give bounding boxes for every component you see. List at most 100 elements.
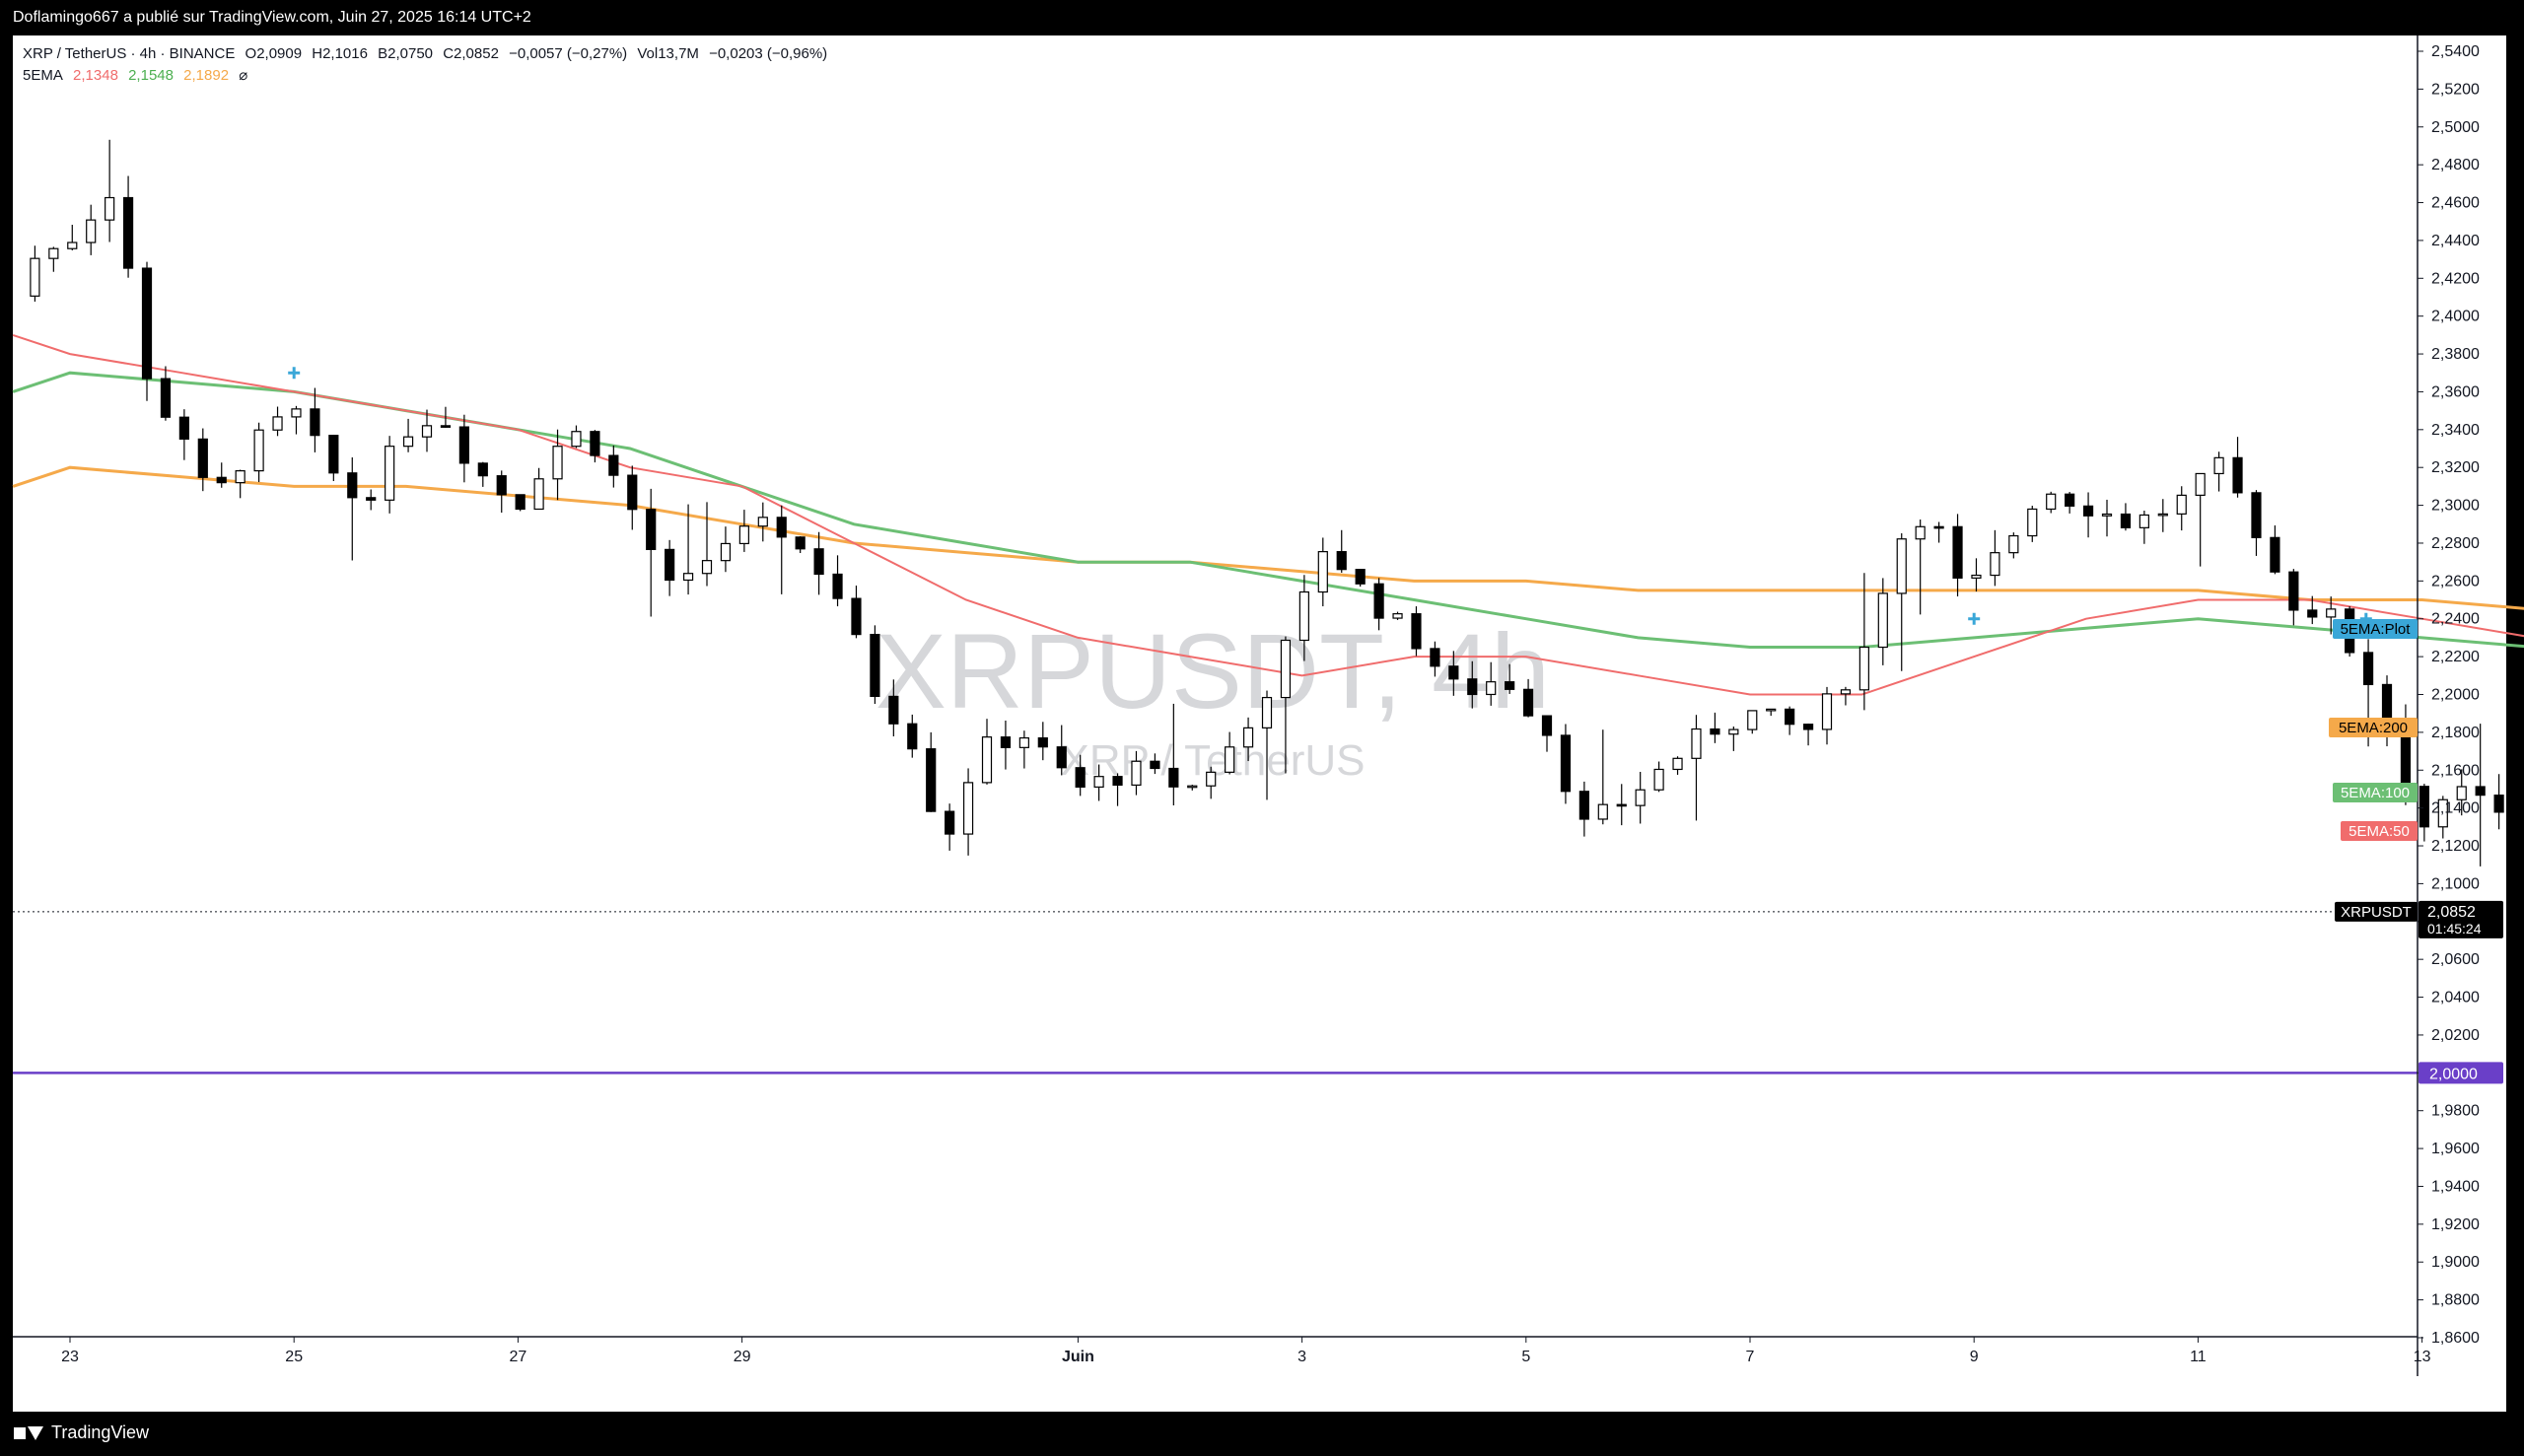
candle-body	[1037, 736, 1048, 748]
candle-body	[2065, 493, 2075, 507]
candle-body	[1448, 665, 1459, 680]
candle-body	[1691, 728, 1702, 759]
candle-body	[1336, 551, 1347, 571]
time-tick-label: 5	[1521, 1349, 1530, 1365]
candle-body	[1298, 590, 1309, 642]
candle-body	[926, 748, 937, 812]
level-line[interactable]	[13, 911, 2418, 1075]
candle-body	[1933, 525, 1944, 529]
tag-symbol-bg	[2335, 901, 2418, 922]
chart-legend: XRP / TetherUS · 4h · BINANCE O2,0909 H2…	[23, 43, 833, 87]
price-tick-label: 2,5200	[2431, 81, 2480, 98]
candle-body	[1018, 736, 1029, 748]
candle-body	[1168, 767, 1179, 788]
candle-body	[366, 497, 377, 501]
candle-body	[2176, 494, 2187, 515]
price-tag-bg	[2419, 900, 2503, 938]
candle-body	[1766, 708, 1777, 712]
candle-body	[945, 810, 955, 835]
candle-body	[851, 597, 862, 636]
price-tick-label: 2,1800	[2431, 725, 2480, 741]
candle-body	[870, 634, 880, 698]
tag-ema-plot: 5EMA:Plot	[2341, 621, 2412, 638]
candle-body	[2082, 505, 2094, 517]
candle-body	[533, 478, 544, 511]
candle-body	[1467, 678, 1478, 696]
hide-values-icon[interactable]: ⌀	[239, 67, 248, 84]
candle-body	[1000, 736, 1012, 748]
symbol-label[interactable]: XRP / TetherUS · 4h · BINANCE	[23, 45, 236, 62]
price-tick-label: 2,3200	[2431, 459, 2480, 476]
axis-tags: 5EMA:Plot 5EMA:200 5EMA:100 5EMA:50 XRPUSDT 2…	[2329, 619, 2503, 1084]
candle-body	[197, 438, 208, 478]
price-tick-label: 2,2000	[2431, 687, 2480, 704]
candle-body	[1187, 785, 1198, 789]
candle-body	[1355, 569, 1366, 585]
tradingview-logo-icon	[14, 1425, 43, 1441]
time-tick-label: 13	[2414, 1349, 2431, 1365]
candle-body	[627, 474, 638, 511]
candle-body	[477, 462, 488, 477]
price-tick-label: 2,5000	[2431, 119, 2480, 136]
candle-body	[1392, 613, 1403, 619]
price-tick-label: 1,8800	[2431, 1292, 2480, 1309]
candle-body	[235, 470, 245, 484]
candle-body	[2419, 786, 2429, 828]
candle-body	[1075, 767, 1086, 788]
plot-marker	[288, 367, 301, 380]
candle-body	[1261, 696, 1273, 728]
candle-body	[1541, 715, 1553, 736]
candle-body	[962, 782, 974, 835]
candle-body	[1896, 538, 1907, 594]
candle-body	[720, 542, 732, 562]
tag-ema50: 5EMA:50	[2349, 823, 2410, 840]
candle-body	[1597, 803, 1608, 820]
candle-body	[1206, 771, 1217, 787]
candle-body	[347, 472, 358, 499]
candle-body	[1653, 768, 1664, 791]
candles	[30, 139, 2523, 867]
low-value: B2,0750	[378, 45, 434, 62]
price-tick-label: 2,0600	[2431, 951, 2480, 968]
candle-body	[757, 517, 768, 527]
candle-body	[1952, 525, 1963, 579]
chart-frame[interactable]	[13, 35, 2506, 1412]
candle-body	[1373, 583, 1384, 619]
tag-countdown: 01:45:24	[2427, 921, 2482, 936]
ema100-value: 2,1548	[128, 67, 174, 84]
candle-body	[1858, 646, 1869, 691]
candle-body	[1710, 728, 1720, 735]
candle-body	[888, 695, 899, 725]
candle-body	[402, 436, 414, 448]
candle-body	[1131, 760, 1142, 787]
candle-body	[385, 446, 395, 501]
candle-body	[141, 267, 153, 380]
candle-body	[665, 548, 675, 582]
price-tick-label: 2,4600	[2431, 195, 2480, 212]
plot-marker	[1968, 612, 1981, 625]
tag-ema200: 5EMA:200	[2339, 720, 2408, 736]
price-tick-label: 2,3000	[2431, 498, 2480, 515]
price-tick-label: 2,4200	[2431, 270, 2480, 287]
tradingview-logo[interactable]: TradingView	[14, 1422, 149, 1443]
volume-value: Vol13,7M	[637, 45, 699, 62]
ema200-line	[12, 465, 2524, 610]
candle-body	[1728, 728, 1739, 735]
candle-body	[2046, 493, 2057, 511]
candle-body	[2027, 508, 2038, 537]
candle-body	[2120, 513, 2132, 528]
ema50-line	[12, 333, 2524, 696]
candle-body	[1056, 746, 1067, 769]
price-tick-label: 2,2800	[2431, 535, 2480, 552]
price-tick-label: 1,9400	[2431, 1178, 2480, 1195]
price-tick-label: 1,8600	[2431, 1330, 2480, 1347]
candle-body	[907, 723, 918, 750]
candle-body	[2101, 513, 2113, 517]
ema-row[interactable]: 5EMA 2,1348 2,1548 2,1892 ⌀	[23, 65, 833, 87]
time-tick-label: 3	[1297, 1349, 1306, 1365]
price-tick-label: 2,3400	[2431, 422, 2480, 439]
candle-body	[1112, 776, 1123, 787]
candle-body	[776, 517, 787, 538]
axes: 2,5400 2,5200 2,5000 2,4800 2,4600 2,4400 2,42…	[13, 35, 2480, 1376]
